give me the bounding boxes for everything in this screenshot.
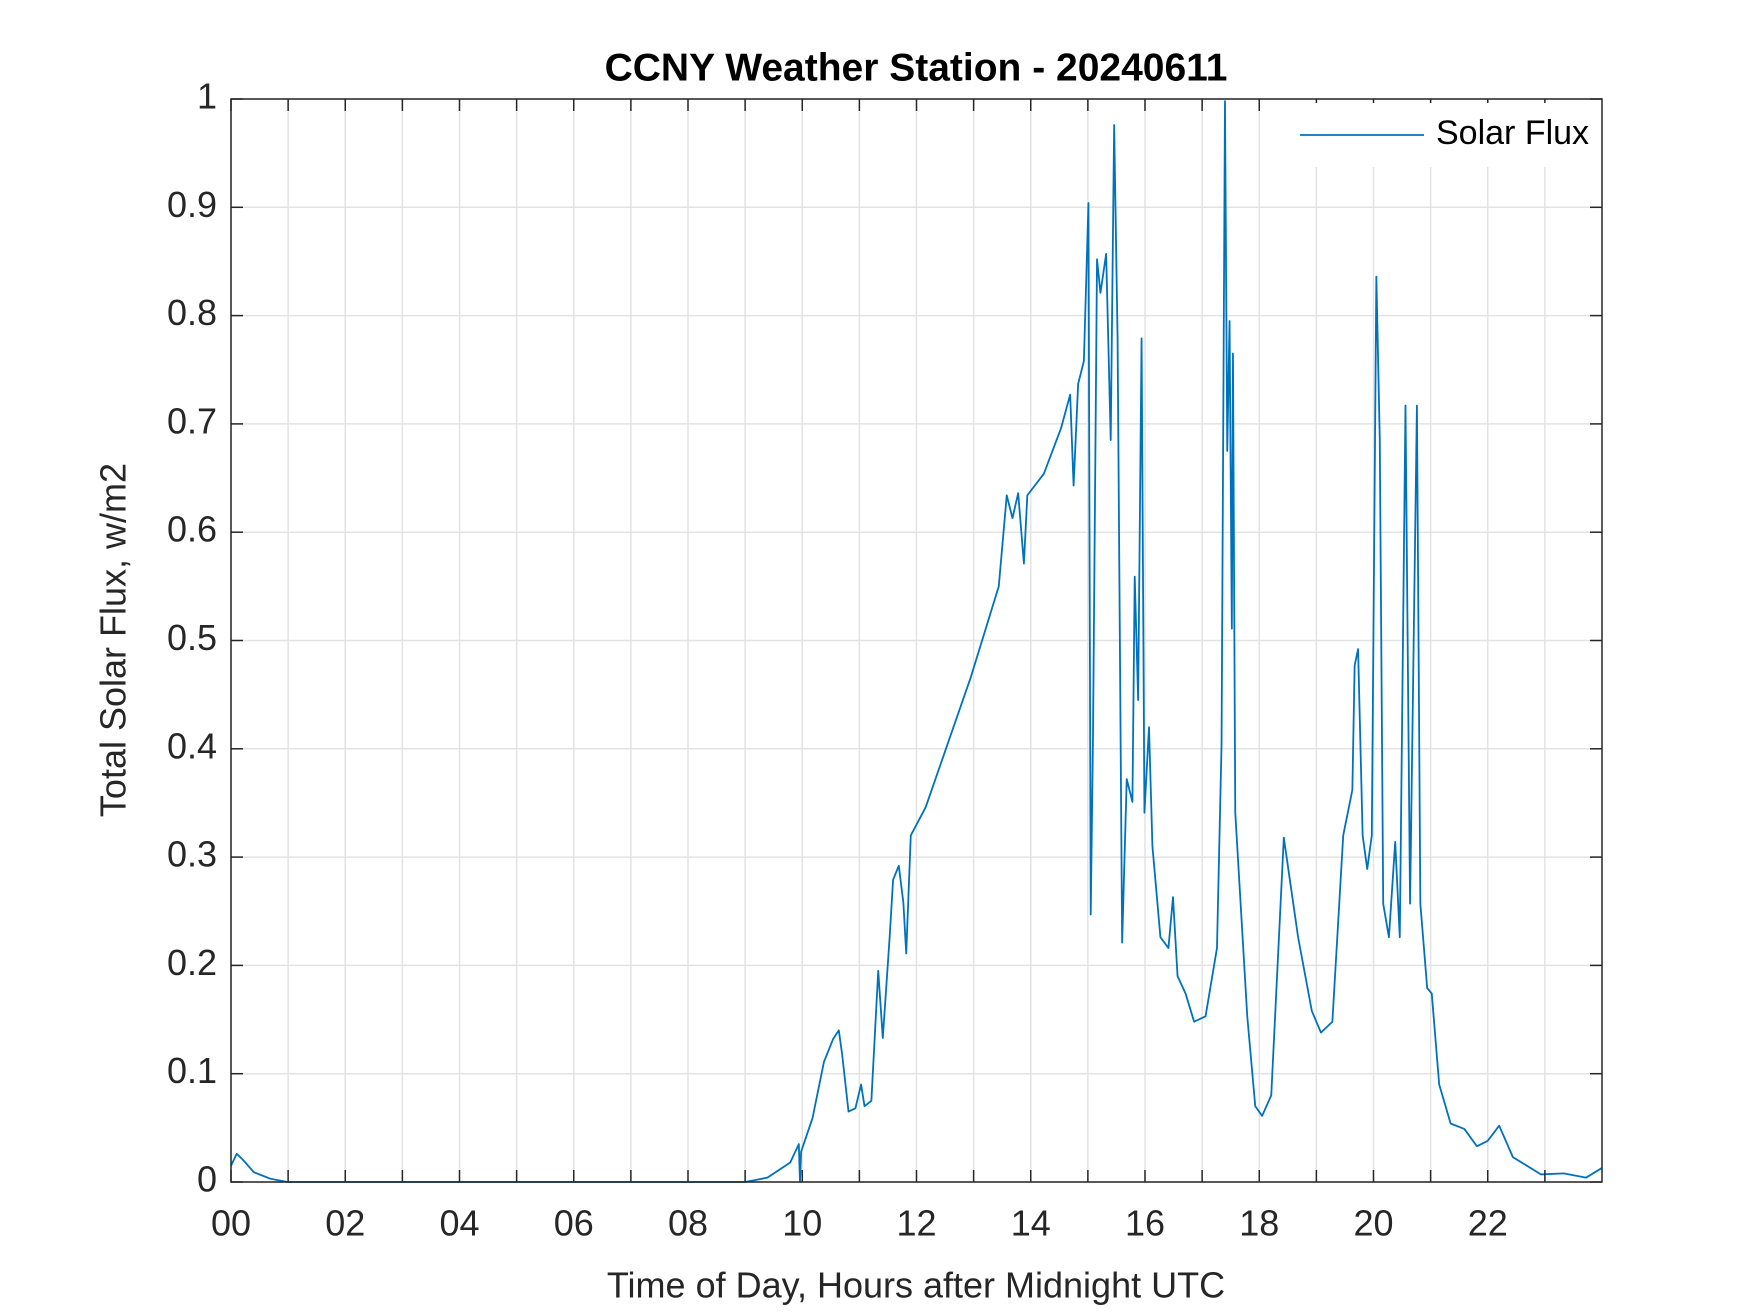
y-tick-label: 0.4 [167, 725, 217, 766]
x-tick-label: 02 [325, 1203, 365, 1244]
y-tick-label: 0.6 [167, 509, 217, 550]
x-tick-label: 04 [439, 1203, 479, 1244]
x-tick-label: 14 [1011, 1203, 1051, 1244]
legend-label: Solar Flux [1436, 114, 1589, 152]
x-tick-label: 06 [554, 1203, 594, 1244]
x-tick-label: 18 [1239, 1203, 1279, 1244]
y-tick-label: 0.1 [167, 1050, 217, 1091]
x-axis-label: Time of Day, Hours after Midnight UTC [607, 1265, 1225, 1306]
y-tick-label: 0.5 [167, 617, 217, 658]
x-tick-label: 12 [896, 1203, 936, 1244]
y-tick-label: 0.7 [167, 400, 217, 441]
x-tick-label: 10 [782, 1203, 822, 1244]
y-tick-label: 1 [197, 76, 217, 117]
x-tick-label: 22 [1468, 1203, 1508, 1244]
x-tick-label: 08 [668, 1203, 708, 1244]
chart-title: CCNY Weather Station - 20240611 [605, 46, 1228, 89]
x-tick-label: 00 [211, 1203, 251, 1244]
y-tick-label: 0 [197, 1159, 217, 1200]
y-tick-label: 0.2 [167, 942, 217, 983]
y-axis-label: Total Solar Flux, w/m2 [93, 463, 134, 817]
y-tick-label: 0.8 [167, 292, 217, 333]
x-tick-label: 16 [1125, 1203, 1165, 1244]
data-line [230, 100, 1603, 1183]
y-tick-label: 0.3 [167, 834, 217, 875]
x-tick-label: 20 [1353, 1203, 1393, 1244]
y-tick-label: 0.9 [167, 184, 217, 225]
